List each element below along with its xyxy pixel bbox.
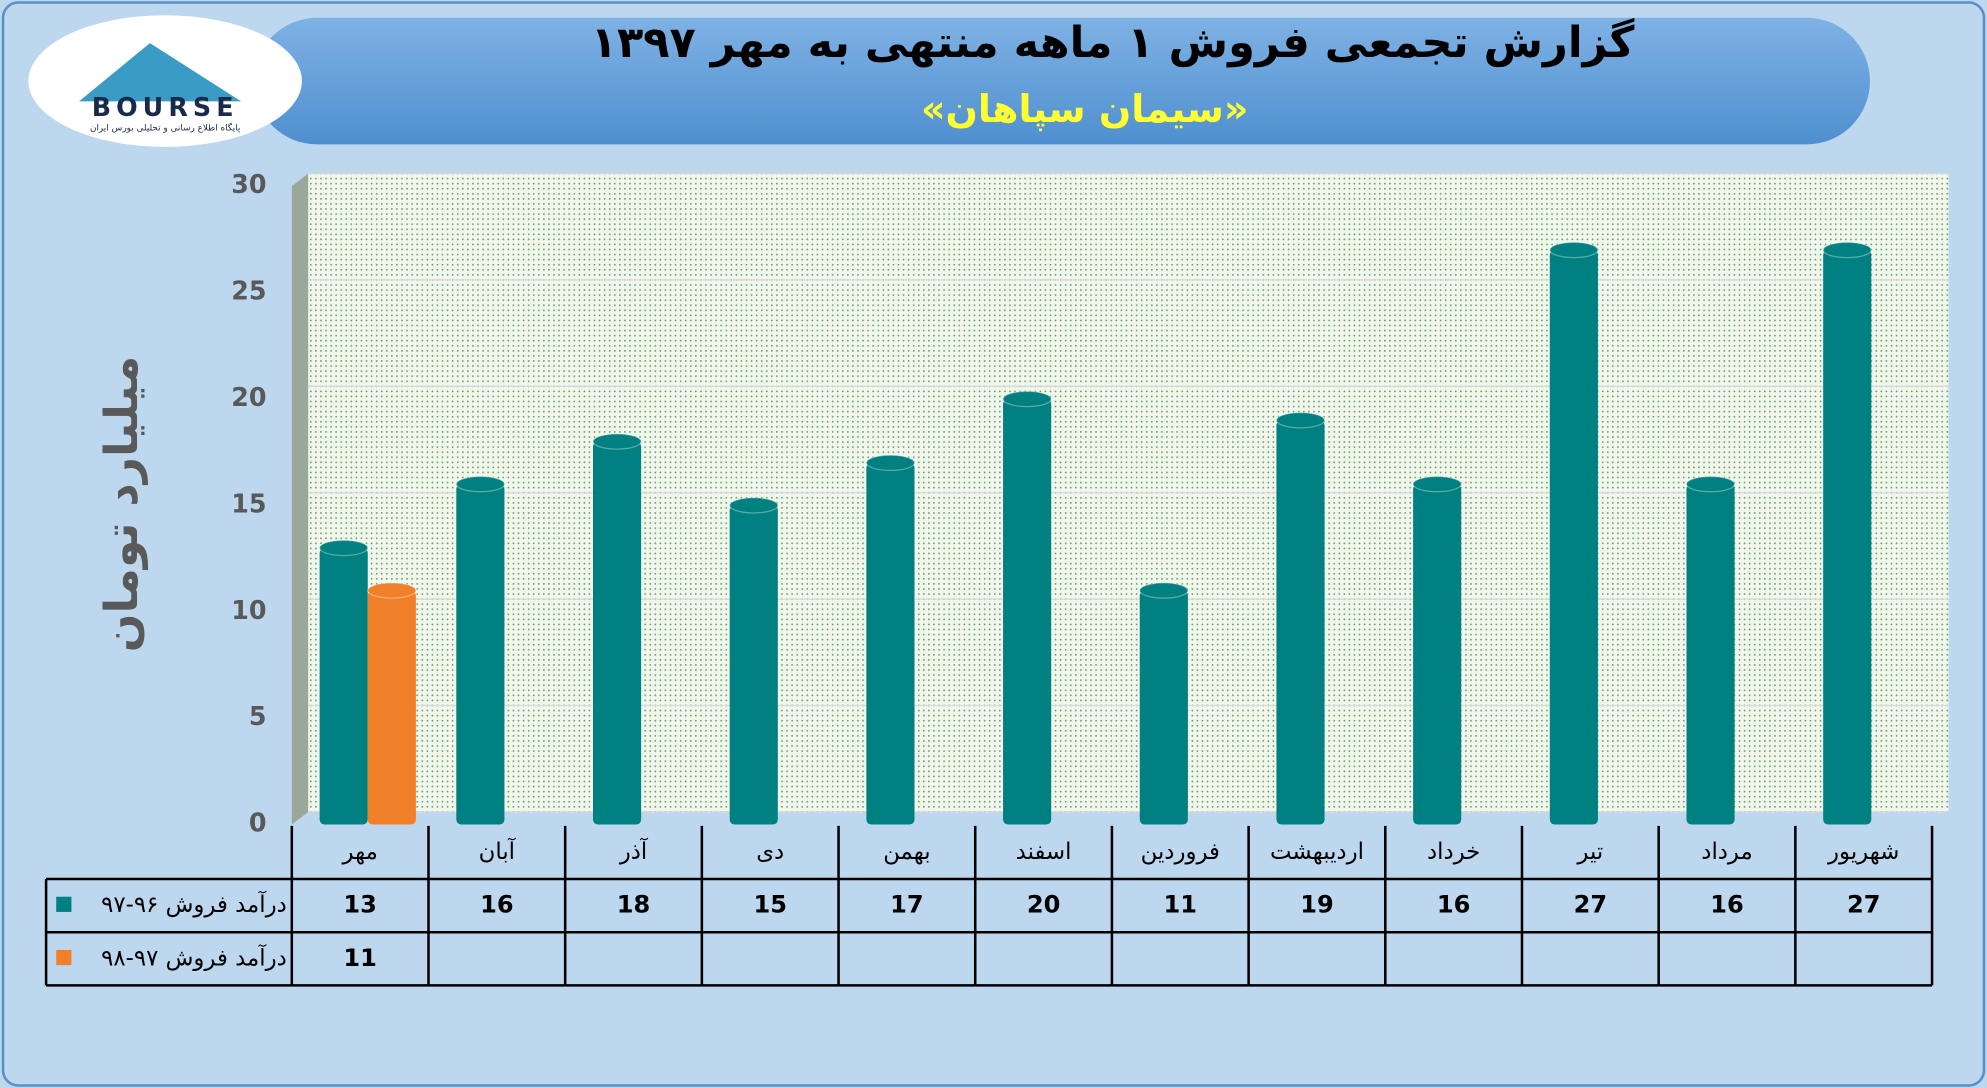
bar-cap [1139, 582, 1189, 599]
legend-label: درآمد فروش ۹۶-۹۷ [101, 890, 287, 918]
bar [1686, 484, 1735, 825]
chart-subtitle: «سیمان سپاهان» [921, 87, 1248, 131]
legend-swatch [56, 949, 72, 966]
table-value: 27 [1847, 891, 1880, 919]
x-tick-label: مهر [342, 839, 378, 865]
x-tick-label: دی [756, 839, 784, 865]
logo-text: BOURSE [92, 92, 239, 122]
bar-cap [865, 454, 916, 472]
x-tick-label: شهریور [1827, 839, 1899, 865]
table-value: 18 [617, 891, 650, 919]
bar [367, 590, 416, 825]
table-value: 16 [1710, 891, 1743, 919]
x-tick-label: اسفند [1016, 839, 1072, 865]
y-tick-label: 30 [231, 169, 266, 199]
bar [1549, 250, 1598, 825]
chart-layer: 0 5 10 15 20 25 30 مهر آبان آذر دی بهمن اسفند فروردین… [44, 169, 1949, 987]
bar-cap [1549, 241, 1599, 259]
y-tick-label: 20 [231, 382, 266, 412]
plot-side-wall [291, 173, 309, 825]
title-banner [253, 17, 1870, 145]
chart-title: گزارش تجمعی فروش ۱ ماهه منتهی به مهر ۱۳۹… [591, 17, 1636, 68]
y-tick-label: 15 [231, 488, 266, 518]
bar-cap [1002, 390, 1052, 408]
bar-cap [318, 539, 369, 557]
bar-cap [1275, 412, 1326, 429]
bar-cap [1412, 475, 1462, 493]
bar-cap [1822, 241, 1872, 259]
table-value: 11 [343, 944, 376, 972]
x-tick-label: آبان [479, 837, 517, 865]
bar [1823, 250, 1872, 825]
bar [1139, 590, 1188, 825]
bar [866, 462, 915, 825]
x-tick-label: اردیبهشت [1270, 839, 1364, 865]
table-value: 17 [890, 891, 923, 919]
x-tick-label: خرداد [1427, 839, 1480, 865]
y-tick-label: 0 [249, 808, 267, 838]
table-value: 20 [1027, 891, 1060, 919]
table-value: 16 [480, 891, 513, 919]
x-tick-label: بهمن [883, 839, 930, 865]
bar [1276, 420, 1325, 825]
x-tick-label: فروردین [1141, 839, 1220, 865]
table-value: 16 [1437, 891, 1470, 919]
bar-cap [592, 433, 642, 450]
legend-swatch [56, 896, 72, 912]
logo-tagline: پایگاه اطلاع رسانی و تحلیلی بورس ایران [90, 122, 241, 133]
table-value: 19 [1300, 891, 1333, 919]
y-tick-label: 25 [231, 276, 266, 306]
bar [1003, 398, 1052, 825]
x-tick-label: مرداد [1701, 839, 1752, 865]
bar [1413, 484, 1462, 825]
table-value: 11 [1164, 891, 1197, 919]
y-tick-label: 5 [249, 701, 267, 731]
x-tick-label: تیر [1576, 839, 1603, 865]
bar [729, 505, 778, 825]
y-axis-label: میلیارد تومان [95, 356, 148, 653]
bar [319, 547, 368, 825]
bar [592, 441, 642, 825]
bar-cap [455, 475, 506, 493]
legend-label: درآمد فروش ۹۷-۹۸ [101, 943, 287, 971]
table-value: 15 [753, 891, 786, 919]
bar-cap [1685, 475, 1736, 493]
bar-cap [367, 582, 417, 599]
table-value: 27 [1574, 891, 1607, 919]
y-tick-label: 10 [231, 595, 266, 625]
bar [456, 484, 505, 825]
logo-mark [79, 43, 242, 102]
bar-cap [729, 497, 779, 514]
x-tick-label: آذر [619, 837, 649, 865]
table-value: 13 [343, 891, 376, 919]
